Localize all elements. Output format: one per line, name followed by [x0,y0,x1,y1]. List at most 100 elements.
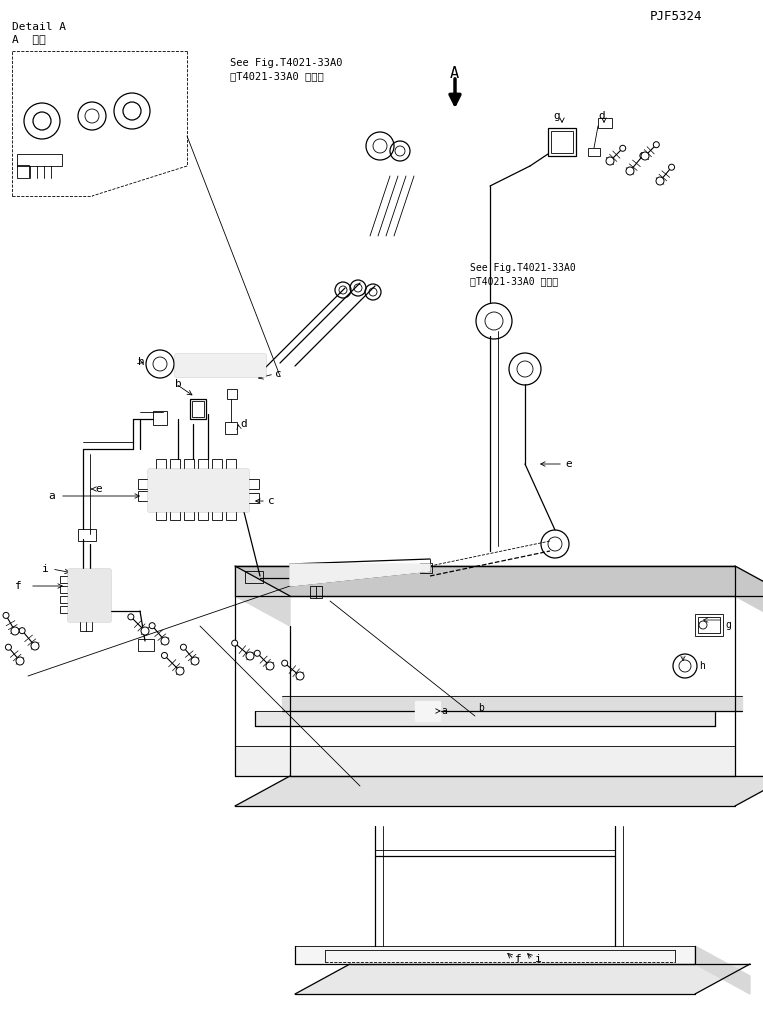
Text: f: f [15,581,22,591]
Polygon shape [235,746,735,776]
Text: h: h [699,661,705,671]
Circle shape [246,652,254,660]
Text: d: d [240,419,246,429]
Circle shape [668,165,674,171]
Bar [170,510,180,520]
Circle shape [19,628,25,634]
Polygon shape [255,711,715,726]
Bar [225,422,237,434]
Text: b: b [175,379,182,389]
Circle shape [31,642,39,650]
Polygon shape [235,566,763,596]
Polygon shape [295,946,695,964]
Bar [184,510,194,520]
Circle shape [161,637,169,645]
Bar [156,459,166,469]
Circle shape [180,644,186,650]
Circle shape [11,627,19,635]
Text: A  詳細: A 詳細 [12,34,46,44]
Circle shape [653,141,659,147]
Circle shape [640,152,645,158]
Bar [212,510,222,520]
Bar [226,510,236,520]
Text: i: i [535,954,542,964]
Text: c: c [275,369,282,379]
Circle shape [266,662,274,670]
Bar [153,411,167,425]
Bar [68,569,110,621]
Polygon shape [68,569,110,621]
Bar [80,620,92,631]
Bar [71,572,107,618]
Bar [138,479,149,489]
Bar [17,154,62,166]
Bar [60,576,69,583]
Circle shape [3,613,9,619]
Bar [170,459,180,469]
Bar [548,128,576,156]
Polygon shape [695,946,750,994]
Bar [60,596,69,604]
Bar [198,510,208,520]
Circle shape [641,152,649,160]
Bar [60,586,69,593]
Text: 第T4021-33A0 図参照: 第T4021-33A0 図参照 [230,71,324,81]
Bar [198,459,208,469]
Text: a: a [48,491,55,501]
Bar [227,389,237,399]
Text: h: h [138,357,145,367]
Bar [148,469,248,511]
Circle shape [128,614,134,620]
Polygon shape [235,566,735,596]
Bar [698,617,720,633]
Text: See Fig.T4021-33A0: See Fig.T4021-33A0 [470,263,576,273]
Text: PJF5324: PJF5324 [650,9,703,22]
Polygon shape [148,469,248,511]
Bar [245,571,263,583]
Bar [588,148,600,156]
Text: See Fig.T4021-33A0: See Fig.T4021-33A0 [230,58,343,68]
Polygon shape [735,566,763,626]
Bar [190,399,206,419]
Circle shape [149,623,155,629]
Circle shape [141,627,149,635]
Polygon shape [175,354,265,376]
Bar [248,479,259,489]
Bar [60,606,69,613]
Polygon shape [295,964,750,994]
Circle shape [656,177,664,185]
Text: Detail A: Detail A [12,22,66,31]
Text: a: a [441,706,447,716]
Text: f: f [515,954,522,964]
Polygon shape [290,564,430,586]
Bar [310,586,322,598]
Text: d: d [598,111,605,121]
Bar [212,459,222,469]
Circle shape [282,660,288,666]
Bar [156,510,166,520]
Bar [184,459,194,469]
Circle shape [606,157,614,165]
Text: i: i [42,564,49,574]
Bar [138,491,149,501]
Text: b: b [478,703,484,713]
Circle shape [176,666,184,675]
Bar [695,614,723,636]
Text: A: A [450,66,459,81]
Bar [192,401,204,417]
Circle shape [620,145,626,151]
Bar [598,118,612,128]
Bar [138,639,154,651]
Circle shape [296,672,304,680]
Bar [420,563,432,573]
Text: g: g [553,111,560,121]
Polygon shape [235,566,290,626]
Circle shape [626,167,634,175]
Polygon shape [235,776,763,806]
Bar [248,493,259,503]
Circle shape [191,657,199,665]
Text: g: g [725,620,731,630]
Bar [175,354,265,376]
Text: e: e [565,459,571,469]
Polygon shape [415,701,440,721]
